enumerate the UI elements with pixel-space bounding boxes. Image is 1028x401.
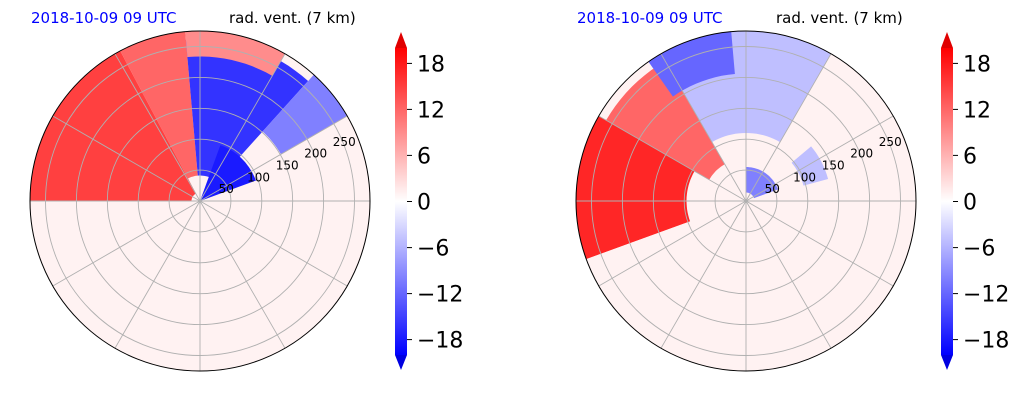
grid-spoke <box>745 115 894 202</box>
colorbar-tick-label: 18 <box>963 52 991 77</box>
data-region <box>262 74 348 155</box>
grid-spoke <box>745 53 832 202</box>
grid-spoke <box>660 53 747 202</box>
colorbar-left: 18 12 6 0 −6 −12 −18 <box>395 32 463 370</box>
colorbar-tick-label: 6 <box>963 144 977 169</box>
grid-spoke <box>114 53 201 202</box>
colorbar-tick-label: −12 <box>963 283 1009 308</box>
data-region <box>606 61 725 180</box>
data-region <box>200 145 256 201</box>
title-right-field: rad. vent. (7 km) <box>776 9 903 27</box>
colorbar-extend-max <box>395 32 407 48</box>
grid-spoke <box>199 200 286 349</box>
colorbar-tick-label: 0 <box>963 191 977 216</box>
colorbar-extend-min <box>941 355 953 370</box>
data-region <box>185 39 309 182</box>
grid-spoke <box>598 115 747 202</box>
panel-right: 2018-10-09 09 UTC rad. vent. (7 km) 50 10… <box>575 9 1009 372</box>
colorbar-extend-min <box>395 355 407 370</box>
colorbar-right: 18 12 6 0 −6 −12 −18 <box>941 32 1009 370</box>
radial-tick-label: 150 <box>276 159 299 173</box>
title-left-field: rad. vent. (7 km) <box>229 9 356 27</box>
colorbar-tick-label: 0 <box>417 191 431 216</box>
grid-spoke <box>745 200 832 349</box>
grid-spoke <box>598 200 747 287</box>
colorbar-bar <box>941 48 953 355</box>
grid-spoke <box>199 53 286 202</box>
radial-tick-label: 100 <box>793 170 816 184</box>
colorbar-tick-label: 18 <box>417 52 445 77</box>
grid-spoke <box>52 115 201 202</box>
radial-tick-label: 200 <box>304 147 327 161</box>
colorbar-tick-label: −18 <box>417 329 463 354</box>
colorbar-tick-label: −18 <box>963 329 1009 354</box>
grid-spoke <box>199 200 348 287</box>
data-region <box>791 146 829 186</box>
colorbar-extend-max <box>941 32 953 48</box>
grid-spoke <box>114 200 201 349</box>
grid-spoke <box>745 200 894 287</box>
polar-plot-right: 50 100 150 200 250 <box>575 30 917 372</box>
colorbar-tick-label: 12 <box>963 98 991 123</box>
radial-tick-label: 50 <box>219 182 234 196</box>
colorbar-tick-label: 6 <box>417 144 431 169</box>
radial-tick-label: 150 <box>822 159 845 173</box>
polar-plot-left: 50 100 150 200 250 <box>29 30 371 372</box>
data-region <box>648 31 735 97</box>
radial-tick-label: 250 <box>333 135 356 149</box>
colorbar-tick-label: −6 <box>963 237 995 262</box>
data-region <box>746 167 778 199</box>
data-region <box>120 31 198 179</box>
title-right-date: 2018-10-09 09 UTC <box>577 9 723 27</box>
radial-tick-label: 100 <box>247 170 270 184</box>
colorbar-tick-label: −6 <box>417 237 449 262</box>
radial-tick-label: 50 <box>765 182 780 196</box>
plot-border <box>575 30 917 372</box>
data-region <box>576 116 695 260</box>
colorbar-tick-label: 12 <box>417 98 445 123</box>
plot-border <box>29 30 371 372</box>
colorbar-bar <box>395 48 407 355</box>
title-left-date: 2018-10-09 09 UTC <box>31 9 177 27</box>
grid-spoke <box>52 200 201 287</box>
data-region <box>30 50 196 202</box>
grid-spoke <box>199 115 348 202</box>
radial-tick-label: 250 <box>879 135 902 149</box>
colorbar-tick-label: −12 <box>417 283 463 308</box>
grid-spoke <box>660 200 747 349</box>
radial-tick-label: 200 <box>850 147 873 161</box>
panel-left: 2018-10-09 09 UTC rad. vent. (7 km) 50 10… <box>29 9 463 372</box>
